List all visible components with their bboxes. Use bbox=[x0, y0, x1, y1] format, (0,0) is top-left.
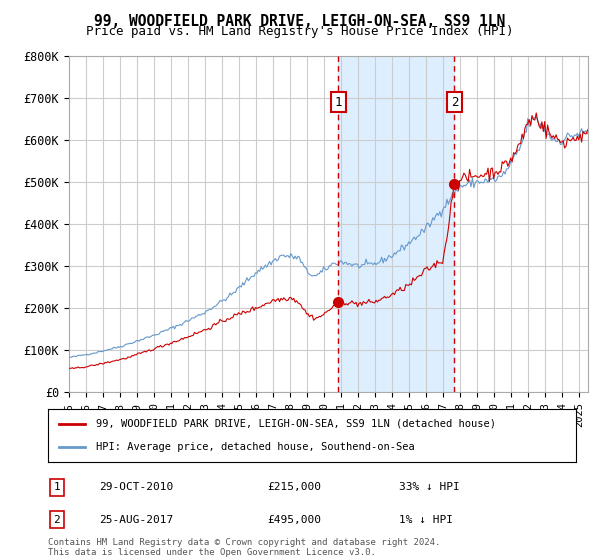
Text: 99, WOODFIELD PARK DRIVE, LEIGH-ON-SEA, SS9 1LN: 99, WOODFIELD PARK DRIVE, LEIGH-ON-SEA, … bbox=[94, 14, 506, 29]
Text: 1% ↓ HPI: 1% ↓ HPI bbox=[399, 515, 453, 525]
Text: 2: 2 bbox=[451, 96, 458, 109]
Text: Contains HM Land Registry data © Crown copyright and database right 2024.
This d: Contains HM Land Registry data © Crown c… bbox=[48, 538, 440, 557]
Bar bbox=[338, 56, 454, 392]
Text: 2: 2 bbox=[53, 515, 61, 525]
Text: £495,000: £495,000 bbox=[267, 515, 321, 525]
Text: 1: 1 bbox=[335, 96, 342, 109]
Text: 1: 1 bbox=[53, 482, 61, 492]
Text: £215,000: £215,000 bbox=[267, 482, 321, 492]
Text: 25-AUG-2017: 25-AUG-2017 bbox=[99, 515, 173, 525]
Text: 29-OCT-2010: 29-OCT-2010 bbox=[99, 482, 173, 492]
Text: 33% ↓ HPI: 33% ↓ HPI bbox=[399, 482, 460, 492]
Text: 99, WOODFIELD PARK DRIVE, LEIGH-ON-SEA, SS9 1LN (detached house): 99, WOODFIELD PARK DRIVE, LEIGH-ON-SEA, … bbox=[95, 419, 496, 429]
Text: HPI: Average price, detached house, Southend-on-Sea: HPI: Average price, detached house, Sout… bbox=[95, 442, 414, 452]
Text: Price paid vs. HM Land Registry's House Price Index (HPI): Price paid vs. HM Land Registry's House … bbox=[86, 25, 514, 38]
